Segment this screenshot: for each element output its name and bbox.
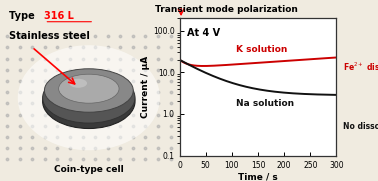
Ellipse shape [43,72,135,123]
Text: Transient mode polarization: Transient mode polarization [155,5,298,14]
Ellipse shape [69,79,87,88]
Text: Coin-type cell: Coin-type cell [54,165,124,174]
Text: K solution: K solution [236,45,287,54]
Y-axis label: Current / μA: Current / μA [141,56,150,118]
Text: No dissolution: No dissolution [343,122,378,131]
Text: At 4 V: At 4 V [187,28,220,38]
Ellipse shape [43,74,135,129]
Text: Fe$^{2+}$ dissolution: Fe$^{2+}$ dissolution [343,61,378,73]
Ellipse shape [18,45,160,150]
Text: Type: Type [9,11,38,21]
X-axis label: Time / s: Time / s [238,172,278,181]
Text: Stainless steel: Stainless steel [9,31,90,41]
Ellipse shape [59,74,119,103]
Text: Na solution: Na solution [236,99,294,108]
Text: 316 L: 316 L [45,11,74,21]
Ellipse shape [45,69,133,112]
